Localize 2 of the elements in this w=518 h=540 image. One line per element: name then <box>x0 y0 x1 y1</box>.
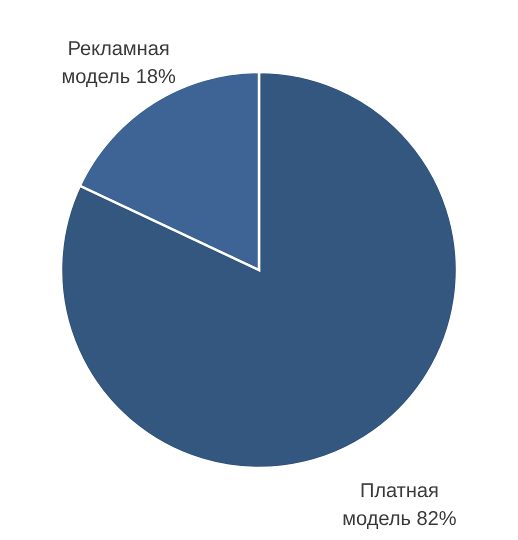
slice-label: Рекламная модель 18% <box>61 38 176 88</box>
slice-label: Платная модель 82% <box>342 480 457 530</box>
